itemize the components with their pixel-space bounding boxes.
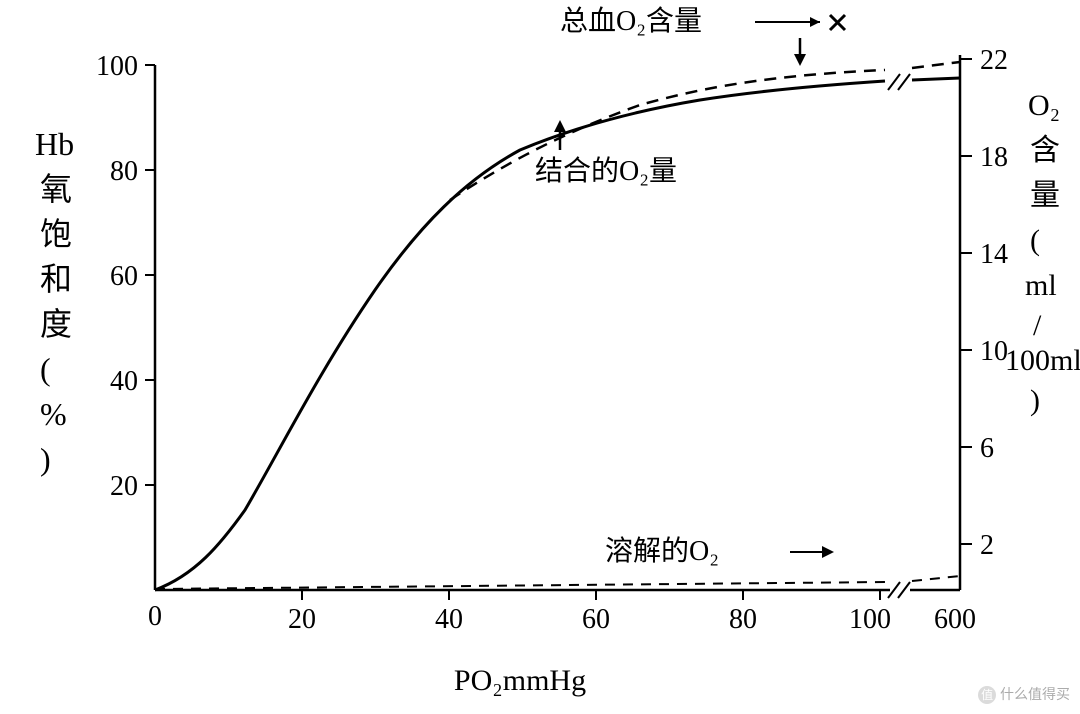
ytick-right-18: 18 <box>980 142 1008 173</box>
ytick-right-22: 22 <box>980 45 1008 76</box>
xtick-20: 20 <box>288 604 316 635</box>
xtick-600: 600 <box>934 604 976 635</box>
curve-dissolved-o2 <box>155 576 960 589</box>
watermark-icon: 值 <box>978 686 996 704</box>
svg-text:100ml: 100ml <box>1005 344 1080 377</box>
xtick-40: 40 <box>435 604 463 635</box>
chart-container: 20 40 60 80 100 2 6 10 14 18 22 0 20 40 … <box>0 0 1080 714</box>
curve-break-top <box>888 74 910 90</box>
ytick-right-14: 14 <box>980 239 1008 270</box>
svg-text:%: % <box>40 396 67 432</box>
arrow-top-right <box>755 15 845 30</box>
annotation-total-o2: 总血O₂含量 <box>560 5 702 37</box>
curve-total-o2 <box>450 62 960 200</box>
x-ticks: 0 20 40 60 80 100 600 <box>148 590 976 635</box>
svg-text:度: 度 <box>40 306 72 342</box>
svg-text:含: 含 <box>1030 134 1060 167</box>
ytick-left-40: 40 <box>110 366 138 397</box>
svg-text:): ) <box>40 441 51 477</box>
svg-text:饱: 饱 <box>40 216 72 252</box>
y-ticks-right: 2 6 10 14 18 22 <box>960 45 1008 561</box>
x-axis-break <box>888 582 910 598</box>
svg-text:氧: 氧 <box>40 171 72 207</box>
watermark: 值 什么值得买 <box>978 684 1070 704</box>
svg-text:): ) <box>1030 384 1040 417</box>
svg-text:Hb: Hb <box>35 126 74 162</box>
ytick-right-2: 2 <box>980 530 994 561</box>
ytick-right-10: 10 <box>980 336 1008 367</box>
y-axis-left-title: Hb 氧 饱 和 度 ( % ) <box>35 126 74 477</box>
xtick-60: 60 <box>582 604 610 635</box>
annotation-bound-o2: 结合的O₂量 <box>535 155 677 187</box>
svg-text:和: 和 <box>40 261 72 297</box>
ytick-left-20: 20 <box>110 471 138 502</box>
svg-text:/: / <box>1033 309 1042 342</box>
xtick-0: 0 <box>148 601 162 632</box>
ytick-right-6: 6 <box>980 433 994 464</box>
ytick-left-60: 60 <box>110 261 138 292</box>
svg-text:量: 量 <box>1030 179 1060 212</box>
arrow-right-dissolved <box>790 546 834 558</box>
svg-text:O₂: O₂ <box>1028 89 1060 122</box>
curve-bound-o2 <box>155 78 960 590</box>
ytick-left-100: 100 <box>96 51 138 82</box>
svg-text:(: ( <box>40 351 51 387</box>
oxygen-dissociation-chart: 20 40 60 80 100 2 6 10 14 18 22 0 20 40 … <box>0 0 1080 714</box>
x-axis-title: PO₂mmHg <box>454 664 586 697</box>
ytick-left-80: 80 <box>110 156 138 187</box>
y-axis-right-title: O₂ 含 量 ( ml / 100ml ) <box>1005 89 1080 417</box>
xtick-100: 100 <box>849 604 891 635</box>
svg-text:ml: ml <box>1025 269 1057 302</box>
arrow-down-to-dashed <box>794 38 806 66</box>
y-ticks-left: 20 40 60 80 100 <box>96 51 155 502</box>
watermark-text: 什么值得买 <box>1000 686 1070 702</box>
xtick-80: 80 <box>729 604 757 635</box>
svg-text:(: ( <box>1030 224 1040 257</box>
annotation-dissolved-o2: 溶解的O₂ <box>605 535 719 567</box>
